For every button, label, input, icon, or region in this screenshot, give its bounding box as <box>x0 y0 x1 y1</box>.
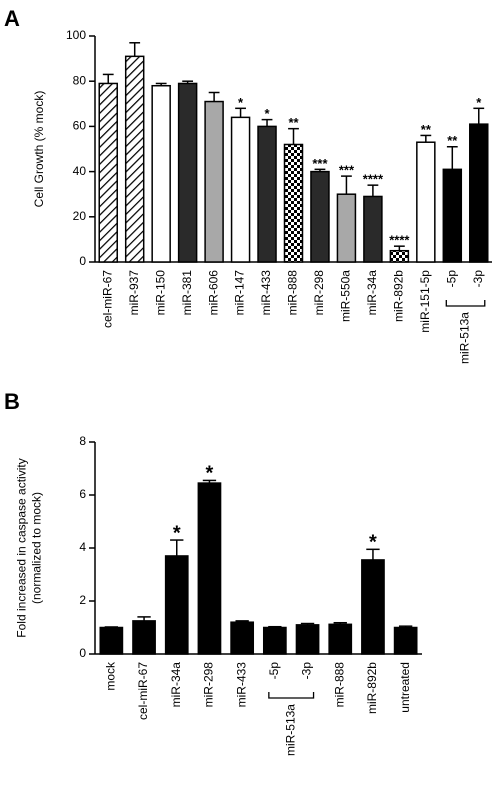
x-tick-label: miR-433 <box>234 662 248 708</box>
x-tick-label: miR-892b <box>392 270 406 322</box>
x-tick-label: miR-34a <box>169 662 183 708</box>
bar <box>389 249 410 263</box>
bar <box>363 195 383 263</box>
y-tick-label: 6 <box>79 487 86 501</box>
x-tick-label: -3p <box>300 662 314 680</box>
y-tick-label: 80 <box>73 73 87 87</box>
bar <box>230 621 255 655</box>
significance-label: *** <box>312 156 328 171</box>
y-tick-label: 0 <box>79 646 86 660</box>
group-label: miR-513a <box>283 704 297 756</box>
bar <box>257 125 277 263</box>
x-tick-label: -3p <box>471 270 485 288</box>
x-tick-label: miR-937 <box>127 270 141 316</box>
bar <box>469 123 489 263</box>
x-tick-label: miR-150 <box>153 270 167 316</box>
x-tick-label: miR-298 <box>312 270 326 316</box>
x-tick-label: miR-147 <box>233 270 247 316</box>
x-tick-label: miR-433 <box>259 270 273 316</box>
group-bracket <box>445 300 486 307</box>
bar <box>164 555 189 655</box>
y-tick-label: 20 <box>73 209 87 223</box>
significance-label: **** <box>363 172 384 187</box>
bar <box>361 559 385 655</box>
bar <box>230 116 251 263</box>
significance-label: * <box>369 532 377 554</box>
x-tick-label: -5p <box>267 662 281 680</box>
bar <box>204 100 224 263</box>
x-tick-label: untreated <box>398 662 412 713</box>
group-bracket <box>268 692 315 699</box>
significance-label: ** <box>447 133 458 148</box>
bar <box>177 82 198 263</box>
significance-label: * <box>265 106 271 121</box>
y-tick-label: 8 <box>79 434 86 448</box>
significance-label: * <box>238 95 244 110</box>
x-tick-label: miR-298 <box>202 662 216 708</box>
x-tick-label: miR-151-5p <box>418 270 432 333</box>
y-tick-label: 2 <box>79 593 86 607</box>
significance-label: **** <box>389 233 410 248</box>
panel-label: A <box>4 6 20 31</box>
bar <box>99 626 124 655</box>
bar <box>124 55 145 263</box>
x-tick-label: -5p <box>444 270 458 288</box>
significance-label: * <box>206 463 214 485</box>
significance-label: ** <box>421 122 432 137</box>
x-tick-label: cel-miR-67 <box>136 662 150 720</box>
x-tick-label: miR-381 <box>180 270 194 316</box>
bar <box>98 82 118 263</box>
bar <box>283 143 304 263</box>
x-tick-label: mock <box>104 661 118 691</box>
bar <box>295 624 320 655</box>
y-axis-label: Cell Growth (% mock) <box>32 91 46 208</box>
y-tick-label: 40 <box>73 164 87 178</box>
group-label: miR-513a <box>458 312 472 364</box>
x-tick-label: miR-892b <box>365 662 379 714</box>
bar <box>416 141 436 263</box>
x-tick-label: miR-888 <box>286 270 300 316</box>
x-tick-label: miR-550a <box>339 270 353 322</box>
bar <box>197 482 222 655</box>
bar <box>336 193 357 263</box>
y-axis-label: (normalized to mock) <box>30 492 44 604</box>
x-tick-label: miR-888 <box>332 662 346 708</box>
panel-label: B <box>4 389 20 414</box>
x-tick-label: miR-606 <box>206 270 220 316</box>
y-tick-label: 0 <box>79 254 86 268</box>
bar <box>393 626 418 655</box>
bar <box>310 170 330 263</box>
bar <box>262 626 287 655</box>
y-tick-label: 4 <box>79 540 86 554</box>
y-tick-label: 100 <box>66 28 86 42</box>
bar <box>328 623 353 655</box>
y-tick-label: 60 <box>73 119 87 133</box>
x-tick-label: cel-miR-67 <box>100 270 114 328</box>
bar <box>151 84 171 263</box>
significance-label: ** <box>288 115 299 130</box>
x-tick-label: miR-34a <box>365 270 379 316</box>
significance-label: *** <box>339 163 355 178</box>
bar <box>132 620 156 655</box>
significance-label: * <box>173 522 181 544</box>
significance-label: * <box>476 95 482 110</box>
bar <box>442 168 463 263</box>
y-axis-label: Fold increased in caspase activity <box>15 458 29 637</box>
